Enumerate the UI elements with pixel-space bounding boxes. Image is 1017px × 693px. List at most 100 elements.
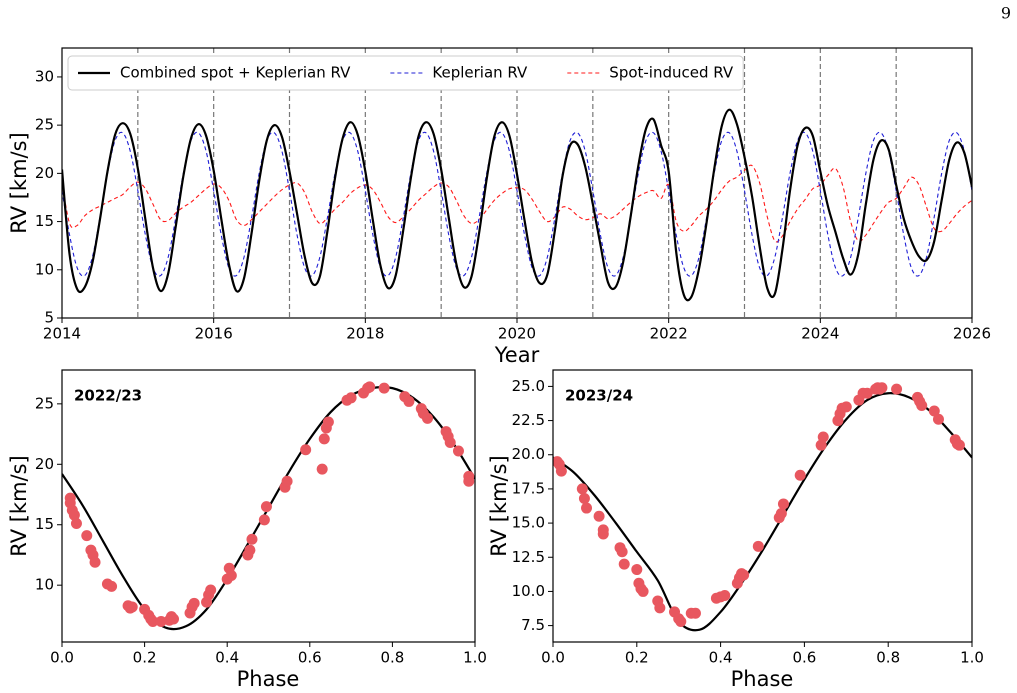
x-tick-label: 0.8 <box>876 649 900 667</box>
y-tick-label: 12.5 <box>512 548 545 566</box>
x-tick-label: 0.2 <box>625 649 649 667</box>
y-tick-label: 25 <box>35 394 54 412</box>
data-point <box>578 492 590 504</box>
data-point <box>794 469 806 481</box>
axes-frame <box>61 369 476 643</box>
y-axis-label: RV [km/s] <box>7 455 31 557</box>
data-point <box>322 416 334 428</box>
panel-title: 2022/23 <box>74 387 142 405</box>
data-point <box>205 584 217 596</box>
x-tick-label: 2018 <box>346 325 384 343</box>
x-tick-label: 0.6 <box>298 649 322 667</box>
data-point <box>147 615 159 627</box>
data-point <box>654 602 666 614</box>
data-point <box>932 413 944 425</box>
data-line <box>62 108 972 302</box>
axes-frame <box>552 369 973 643</box>
y-tick-label: 7.5 <box>521 616 545 634</box>
y-tick-label: 17.5 <box>512 479 545 497</box>
plot-area <box>62 381 475 631</box>
y-tick-label: 10 <box>35 260 54 278</box>
x-tick-label: 2026 <box>953 325 991 343</box>
data-point <box>89 556 101 568</box>
data-point <box>777 498 789 510</box>
x-tick-label: 1.0 <box>463 649 487 667</box>
data-point <box>70 518 82 530</box>
data-line <box>62 164 972 243</box>
x-axis-label: Phase <box>731 667 794 691</box>
x-tick-label: 2022 <box>650 325 688 343</box>
y-tick-label: 15 <box>35 515 54 533</box>
data-point <box>378 382 390 394</box>
data-point <box>597 528 609 540</box>
plot-area <box>553 382 972 632</box>
data-point <box>126 601 138 613</box>
data-point <box>258 514 270 526</box>
y-tick-label: 30 <box>35 67 54 85</box>
data-point <box>246 533 258 545</box>
x-axis-label: Year <box>494 343 540 367</box>
legend-label: Spot-induced RV <box>609 64 734 82</box>
data-point <box>281 475 293 487</box>
axes-frame <box>61 47 973 319</box>
x-tick-label: 0.4 <box>215 649 239 667</box>
y-tick-label: 5 <box>44 309 54 327</box>
x-tick-label: 0.2 <box>133 649 157 667</box>
data-point <box>593 510 605 522</box>
legend-label: Keplerian RV <box>432 64 528 82</box>
data-point <box>444 437 456 449</box>
data-point <box>928 405 940 417</box>
data-point <box>168 613 180 625</box>
x-tick-label: 2014 <box>43 325 81 343</box>
data-point <box>403 395 415 407</box>
data-point <box>463 475 475 487</box>
x-tick-label: 1.0 <box>960 649 984 667</box>
data-point <box>452 445 464 457</box>
x-tick-label: 0.0 <box>50 649 74 667</box>
data-point <box>637 585 649 597</box>
y-axis-label: RV [km/s] <box>487 455 511 557</box>
data-point <box>618 558 630 570</box>
data-point <box>738 569 750 581</box>
data-point <box>581 502 593 514</box>
panel-title: 2023/24 <box>565 387 633 405</box>
y-tick-label: 22.5 <box>512 411 545 429</box>
data-point <box>555 465 567 477</box>
data-point <box>916 400 928 412</box>
data-point <box>318 433 330 445</box>
data-point <box>891 383 903 395</box>
x-tick-label: 0.4 <box>709 649 733 667</box>
data-point <box>631 564 643 576</box>
legend-label: Combined spot + Keplerian RV <box>120 64 351 82</box>
data-point <box>775 508 787 520</box>
data-point <box>300 444 312 456</box>
data-point <box>345 392 357 404</box>
y-tick-label: 10.0 <box>512 582 545 600</box>
data-point <box>68 509 80 521</box>
data-point <box>616 546 628 558</box>
data-point <box>225 570 237 582</box>
data-point <box>260 501 272 513</box>
x-tick-label: 2024 <box>801 325 839 343</box>
y-tick-label: 20 <box>35 455 54 473</box>
page-number: 9 <box>1001 4 1011 23</box>
data-point <box>861 387 873 399</box>
data-point <box>106 580 118 592</box>
data-point <box>576 483 588 495</box>
y-tick-label: 10 <box>35 576 54 594</box>
data-point <box>188 597 200 609</box>
y-tick-label: 15.0 <box>512 514 545 532</box>
plot-area <box>62 48 972 318</box>
y-axis-label: RV [km/s] <box>7 132 31 234</box>
data-line <box>62 131 972 277</box>
data-point <box>155 615 167 627</box>
y-tick-label: 20.0 <box>512 445 545 463</box>
y-tick-label: 15 <box>35 212 54 230</box>
x-tick-label: 0.6 <box>792 649 816 667</box>
data-point <box>817 431 829 443</box>
x-axis-label: Phase <box>237 667 300 691</box>
data-point <box>316 463 328 475</box>
data-point <box>364 381 376 393</box>
